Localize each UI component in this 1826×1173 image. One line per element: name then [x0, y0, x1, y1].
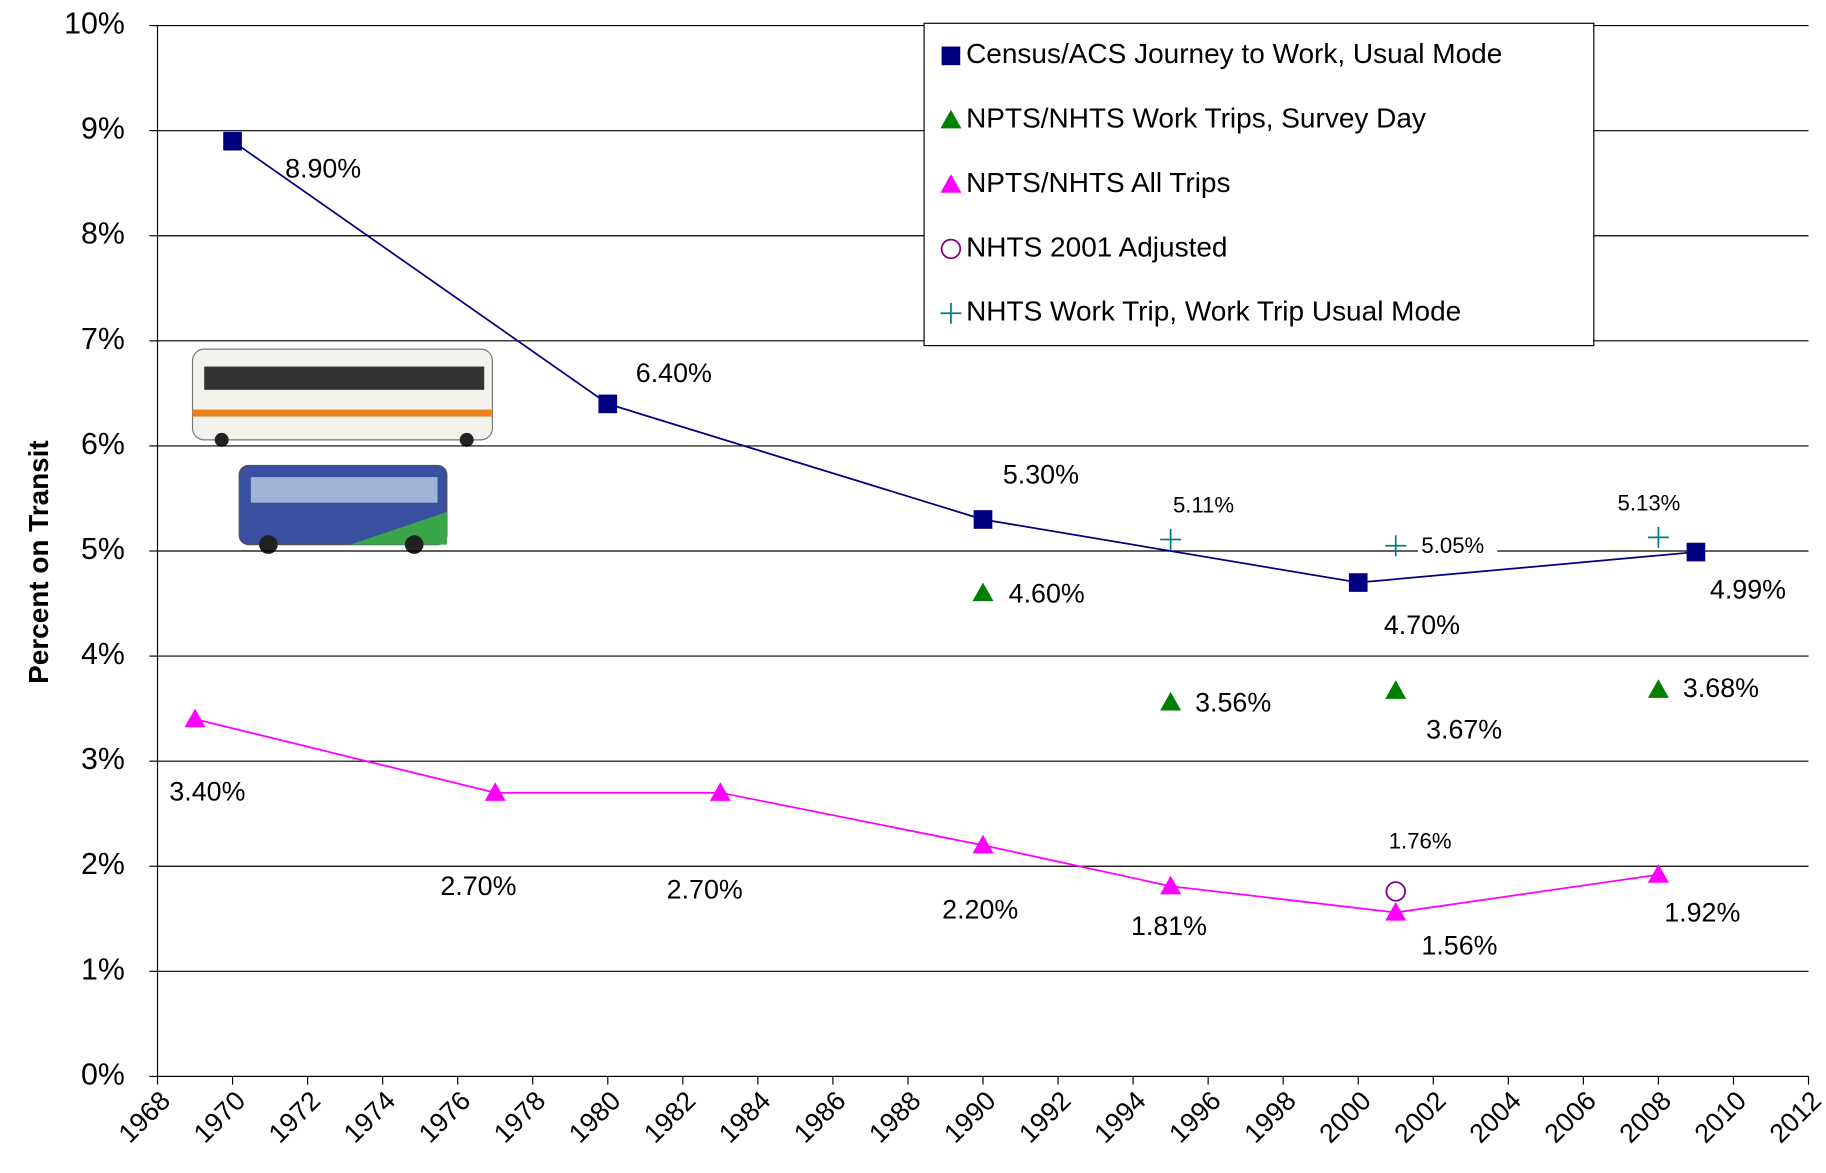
marker [1687, 543, 1706, 562]
marker [1160, 529, 1181, 550]
marker [1385, 535, 1406, 556]
train-image [193, 349, 493, 447]
y-tick-label: 5% [81, 533, 125, 566]
legend-marker [942, 47, 961, 66]
x-tick-label: 1996 [1163, 1085, 1226, 1148]
x-tick-label: 1980 [563, 1085, 626, 1148]
x-tick-label: 1986 [788, 1085, 851, 1148]
marker [1648, 527, 1669, 548]
y-tick-label: 0% [81, 1058, 125, 1091]
x-tick-label: 2006 [1539, 1085, 1602, 1148]
data-label: 1.56% [1421, 930, 1497, 960]
data-label: 2.20% [942, 895, 1018, 925]
marker [974, 510, 993, 529]
marker [1349, 573, 1368, 592]
marker [1648, 864, 1669, 883]
y-tick-label: 7% [81, 323, 125, 356]
x-tick-label: 1994 [1088, 1085, 1152, 1148]
x-tick-label: 2004 [1463, 1085, 1527, 1148]
y-tick-label: 9% [81, 113, 125, 146]
data-label: 1.92% [1664, 897, 1740, 927]
x-tick-label: 1984 [713, 1085, 777, 1148]
data-label: 5.13% [1618, 491, 1681, 516]
x-tick-label: 1968 [113, 1085, 176, 1148]
x-tick-label: 2012 [1764, 1085, 1826, 1148]
legend-label: NPTS/NHTS All Trips [966, 167, 1230, 198]
page: {"chart_data": { "type": "line", "y_labe… [0, 0, 1826, 1173]
x-tick-label: 2000 [1313, 1085, 1376, 1148]
marker [973, 583, 994, 602]
x-tick-label: 1982 [638, 1085, 701, 1148]
data-label: 2.70% [440, 871, 516, 901]
x-tick-label: 2010 [1689, 1085, 1752, 1148]
x-tick-label: 1988 [863, 1085, 926, 1148]
x-tick-label: 1990 [938, 1085, 1001, 1148]
data-label: 3.68% [1683, 673, 1759, 703]
legend: Census/ACS Journey to Work, Usual Mode NP… [924, 23, 1594, 345]
y-tick-label: 2% [81, 848, 125, 881]
y-tick-label: 8% [81, 218, 125, 251]
y-axis-label: Percent on Transit [23, 440, 54, 684]
marker [1385, 680, 1406, 699]
x-tick-label: 1992 [1013, 1085, 1076, 1148]
y-tick-label: 3% [81, 743, 125, 776]
y-tick-label: 4% [81, 638, 125, 671]
data-label: 4.60% [1009, 578, 1085, 608]
data-label: 5.05% [1421, 533, 1484, 558]
data-label: 1.81% [1131, 911, 1207, 941]
bus-image [239, 465, 447, 553]
marker [1386, 882, 1405, 901]
data-label: 6.40% [636, 358, 712, 388]
y-tick-label: 1% [81, 953, 125, 986]
legend-label: NHTS 2001 Adjusted [966, 231, 1227, 262]
marker [223, 132, 242, 151]
data-label: 5.30% [1003, 460, 1079, 490]
legend-label: Census/ACS Journey to Work, Usual Mode [966, 38, 1502, 69]
x-tick-label: 1972 [263, 1085, 326, 1148]
series-line [195, 719, 1658, 912]
marker [1648, 679, 1669, 698]
x-tick-label: 1974 [338, 1085, 402, 1148]
chart: Percent on Transit 0% 1% 2% 3% 4% 5% 6% 7% 8% 9% 1… [0, 0, 1826, 1173]
data-label: 1.76% [1389, 828, 1452, 853]
data-label: 2.70% [667, 875, 743, 905]
data-label: 5.11% [1173, 493, 1234, 518]
data-label: 4.70% [1384, 610, 1460, 640]
y-tick-label: 10% [64, 8, 125, 41]
x-tick-label: 1970 [188, 1085, 251, 1148]
x-tick-label: 2002 [1388, 1085, 1451, 1148]
marker [1160, 692, 1181, 711]
x-tick-label: 2008 [1614, 1085, 1677, 1148]
legend-label: NPTS/NHTS Work Trips, Survey Day [966, 103, 1426, 134]
legend-marker [942, 240, 961, 259]
x-tick-label: 1976 [413, 1085, 476, 1148]
marker [185, 709, 206, 728]
data-label: 4.99% [1710, 575, 1786, 605]
data-label: 8.90% [285, 153, 361, 183]
x-tick-label: 1998 [1238, 1085, 1301, 1148]
y-tick-label: 6% [81, 428, 125, 461]
legend-label: NHTS Work Trip, Work Trip Usual Mode [966, 296, 1461, 327]
marker [710, 782, 731, 801]
data-label: 3.67% [1426, 715, 1502, 745]
data-label: 3.56% [1195, 688, 1271, 718]
x-tick-label: 1978 [488, 1085, 551, 1148]
marker [598, 395, 617, 414]
data-label: 3.40% [169, 777, 245, 807]
